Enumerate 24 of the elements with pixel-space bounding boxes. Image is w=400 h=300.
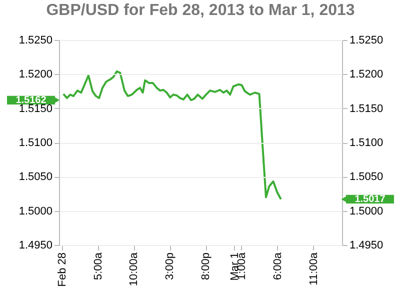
y2-tick-label: 1.5250 xyxy=(350,34,384,46)
x-tick-label: 8:00p xyxy=(200,252,212,280)
x-tick-label: 11:00a xyxy=(308,252,320,286)
x-tick-label: Feb 28 xyxy=(56,252,68,287)
y2-tick-label: 1.5100 xyxy=(350,137,384,149)
y2-tick-label: 1.5000 xyxy=(350,205,384,218)
y2-tick-label: 1.4950 xyxy=(350,240,384,252)
x-tick-label: 6:00a xyxy=(272,252,284,280)
y-tick-label: 1.4950 xyxy=(18,240,52,252)
y2-tick-label: 1.5050 xyxy=(350,171,384,184)
x-tick-label: 10:00a xyxy=(128,252,140,286)
line-series xyxy=(62,70,282,200)
y-tick-label: 1.5150 xyxy=(18,102,52,115)
y-tick-label: 1.5200 xyxy=(18,68,52,81)
y2-tick-label: 1.5150 xyxy=(350,102,384,115)
x-tick-label: 5:00a xyxy=(92,252,104,280)
x-tick-label: 3:00p xyxy=(164,252,176,280)
y2-tick-label: 1.5200 xyxy=(350,68,384,81)
y-tick-label: 1.5100 xyxy=(18,137,52,149)
y-tick-label: 1.5250 xyxy=(18,34,52,46)
chart-title: GBP/USD for Feb 28, 2013 to Mar 1, 2013 xyxy=(46,2,355,19)
y-tick-label: 1.5050 xyxy=(18,171,52,184)
y-tick-label: 1.5000 xyxy=(18,205,52,218)
text: 1.5017 xyxy=(354,194,386,206)
